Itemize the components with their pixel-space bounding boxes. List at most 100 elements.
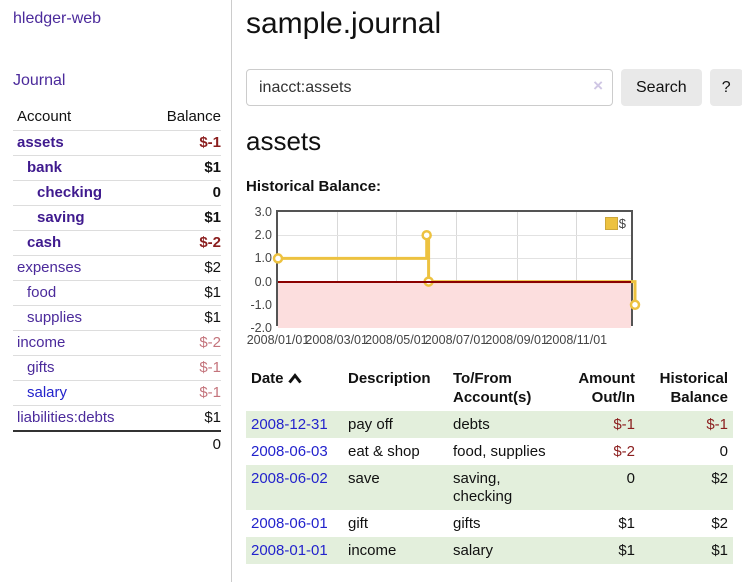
account-balance: $-2 xyxy=(148,330,221,356)
data-point-marker xyxy=(421,229,432,241)
balance-chart[interactable]: $ 3.0 2.0 1.0 0.0 -1.0 -2.0 2008/01/01 2008/03/… xyxy=(246,205,726,348)
account-row: liabilities:debts $1 xyxy=(13,405,221,432)
account-row: checking 0 xyxy=(13,180,221,206)
account-link[interactable]: food xyxy=(27,284,57,301)
transaction-row: 2008-06-01 gift gifts $1 $2 xyxy=(246,510,733,537)
search-button[interactable]: Search xyxy=(621,69,702,106)
account-link[interactable]: checking xyxy=(37,184,103,201)
account-link[interactable]: cash xyxy=(27,234,62,251)
transaction-date-link[interactable]: 2008-12-31 xyxy=(251,416,328,433)
account-link[interactable]: supplies xyxy=(27,309,83,326)
account-balance: $1 xyxy=(148,280,221,306)
account-balance: $1 xyxy=(148,405,221,432)
account-link[interactable]: gifts xyxy=(27,359,55,376)
account-cell: food xyxy=(13,280,149,306)
transaction-balance: $1 xyxy=(711,542,728,559)
account-row: food $1 xyxy=(13,280,221,306)
account-link[interactable]: bank xyxy=(27,159,63,176)
transaction-description: pay off xyxy=(348,416,393,433)
transaction-date-cell: 2008-06-02 xyxy=(246,465,343,510)
account-balance: 0 xyxy=(148,180,221,206)
transaction-date-cell: 2008-06-03 xyxy=(246,438,343,465)
account-row: saving $1 xyxy=(13,205,221,231)
account-heading: assets xyxy=(246,126,322,156)
search-box: × xyxy=(246,69,613,106)
transaction-date-link[interactable]: 2008-06-01 xyxy=(251,515,328,532)
account-cell: checking xyxy=(13,180,149,206)
gridline-v xyxy=(516,212,518,324)
account-link[interactable]: liabilities:debts xyxy=(17,409,115,426)
account-balance: $2 xyxy=(148,255,221,281)
account-cell: gifts xyxy=(13,355,149,381)
account-row: bank $1 xyxy=(13,155,221,181)
brand-link[interactable]: hledger-web xyxy=(13,10,102,27)
account-cell: salary xyxy=(13,380,149,406)
search-input[interactable] xyxy=(246,69,613,106)
transaction-accounts: salary xyxy=(453,542,494,559)
account-balance: $1 xyxy=(148,305,221,331)
data-point-marker xyxy=(272,253,284,264)
transaction-row: 2008-12-31 pay off debts $-1 $-1 xyxy=(246,411,733,438)
x-axis-tick-label: 2008/03/01 xyxy=(305,333,368,347)
transaction-date-link[interactable]: 2008-06-02 xyxy=(251,470,328,487)
account-link[interactable]: expenses xyxy=(17,259,82,276)
x-axis-tick-label: 2008/11/01 xyxy=(545,333,608,347)
transaction-accounts: food, supplies xyxy=(453,443,546,460)
account-row: supplies $1 xyxy=(13,305,221,331)
transaction-balance: $-1 xyxy=(706,416,728,433)
transaction-description: income xyxy=(348,542,397,559)
y-axis-tick-label: -2.0 xyxy=(250,321,272,335)
gridline-v xyxy=(336,212,338,324)
transaction-amount: $1 xyxy=(618,515,635,532)
y-axis-tick-label: 2.0 xyxy=(254,228,272,243)
account-balance: $1 xyxy=(148,205,221,231)
accounts-header-row: Account Balance xyxy=(13,105,221,131)
transaction-balance: $2 xyxy=(711,515,728,532)
y-axis-tick-label: 3.0 xyxy=(254,205,272,219)
x-axis-tick-label: 2008/05/01 xyxy=(365,333,428,347)
account-link[interactable]: salary xyxy=(27,384,68,401)
account-balance: $1 xyxy=(148,155,221,181)
register-header-description: Description xyxy=(348,370,431,387)
gridline-h xyxy=(278,235,631,237)
account-balance: $-1 xyxy=(148,380,221,406)
legend-label: $ xyxy=(618,216,626,231)
register-header-accounts: To/From Account(s) xyxy=(453,370,532,406)
transaction-amount: $1 xyxy=(618,542,635,559)
transaction-row: 2008-01-01 income salary $1 $1 xyxy=(246,537,733,564)
transaction-row: 2008-06-02 save saving, checking 0 $2 xyxy=(246,465,733,510)
account-row: gifts $-1 xyxy=(13,355,221,381)
transaction-amount: $-2 xyxy=(613,443,635,460)
register-header-date[interactable]: Date xyxy=(246,365,343,411)
gridline-h xyxy=(278,258,631,260)
account-link[interactable]: income xyxy=(17,334,66,351)
transaction-date-cell: 2008-06-01 xyxy=(246,510,343,537)
x-axis-tick-label: 2008/07/01 xyxy=(424,333,488,347)
sidebar-item-journal[interactable]: Journal xyxy=(13,72,66,89)
account-cell: saving xyxy=(13,205,149,231)
register-table: Date Description To/From Account(s) Amou… xyxy=(246,365,733,564)
account-cell: income xyxy=(13,330,149,356)
account-cell: expenses xyxy=(13,255,149,281)
help-button[interactable]: ? xyxy=(709,69,742,106)
account-balance: $-1 xyxy=(148,355,221,381)
transaction-balance: $2 xyxy=(711,470,728,487)
transaction-date-link[interactable]: 2008-01-01 xyxy=(251,542,328,559)
account-balance: $-2 xyxy=(148,230,221,256)
accounts-total-spacer xyxy=(13,430,149,457)
account-row: expenses $2 xyxy=(13,255,221,281)
clear-search-icon[interactable]: × xyxy=(593,76,603,95)
account-row: salary $-1 xyxy=(13,380,221,406)
gridline-v xyxy=(576,212,578,324)
account-link[interactable]: saving xyxy=(37,209,85,226)
accounts-header-balance: Balance xyxy=(148,105,221,131)
account-balance: $-1 xyxy=(148,130,221,156)
transaction-date-link[interactable]: 2008-06-03 xyxy=(251,443,328,460)
transaction-balance: 0 xyxy=(719,443,728,460)
chart-plot-area[interactable]: $ xyxy=(272,210,641,328)
account-link[interactable]: assets xyxy=(17,134,64,151)
y-axis-tick-label: 0.0 xyxy=(254,274,272,289)
y-axis-tick-label: 1.0 xyxy=(254,251,272,266)
account-cell: supplies xyxy=(13,305,149,331)
